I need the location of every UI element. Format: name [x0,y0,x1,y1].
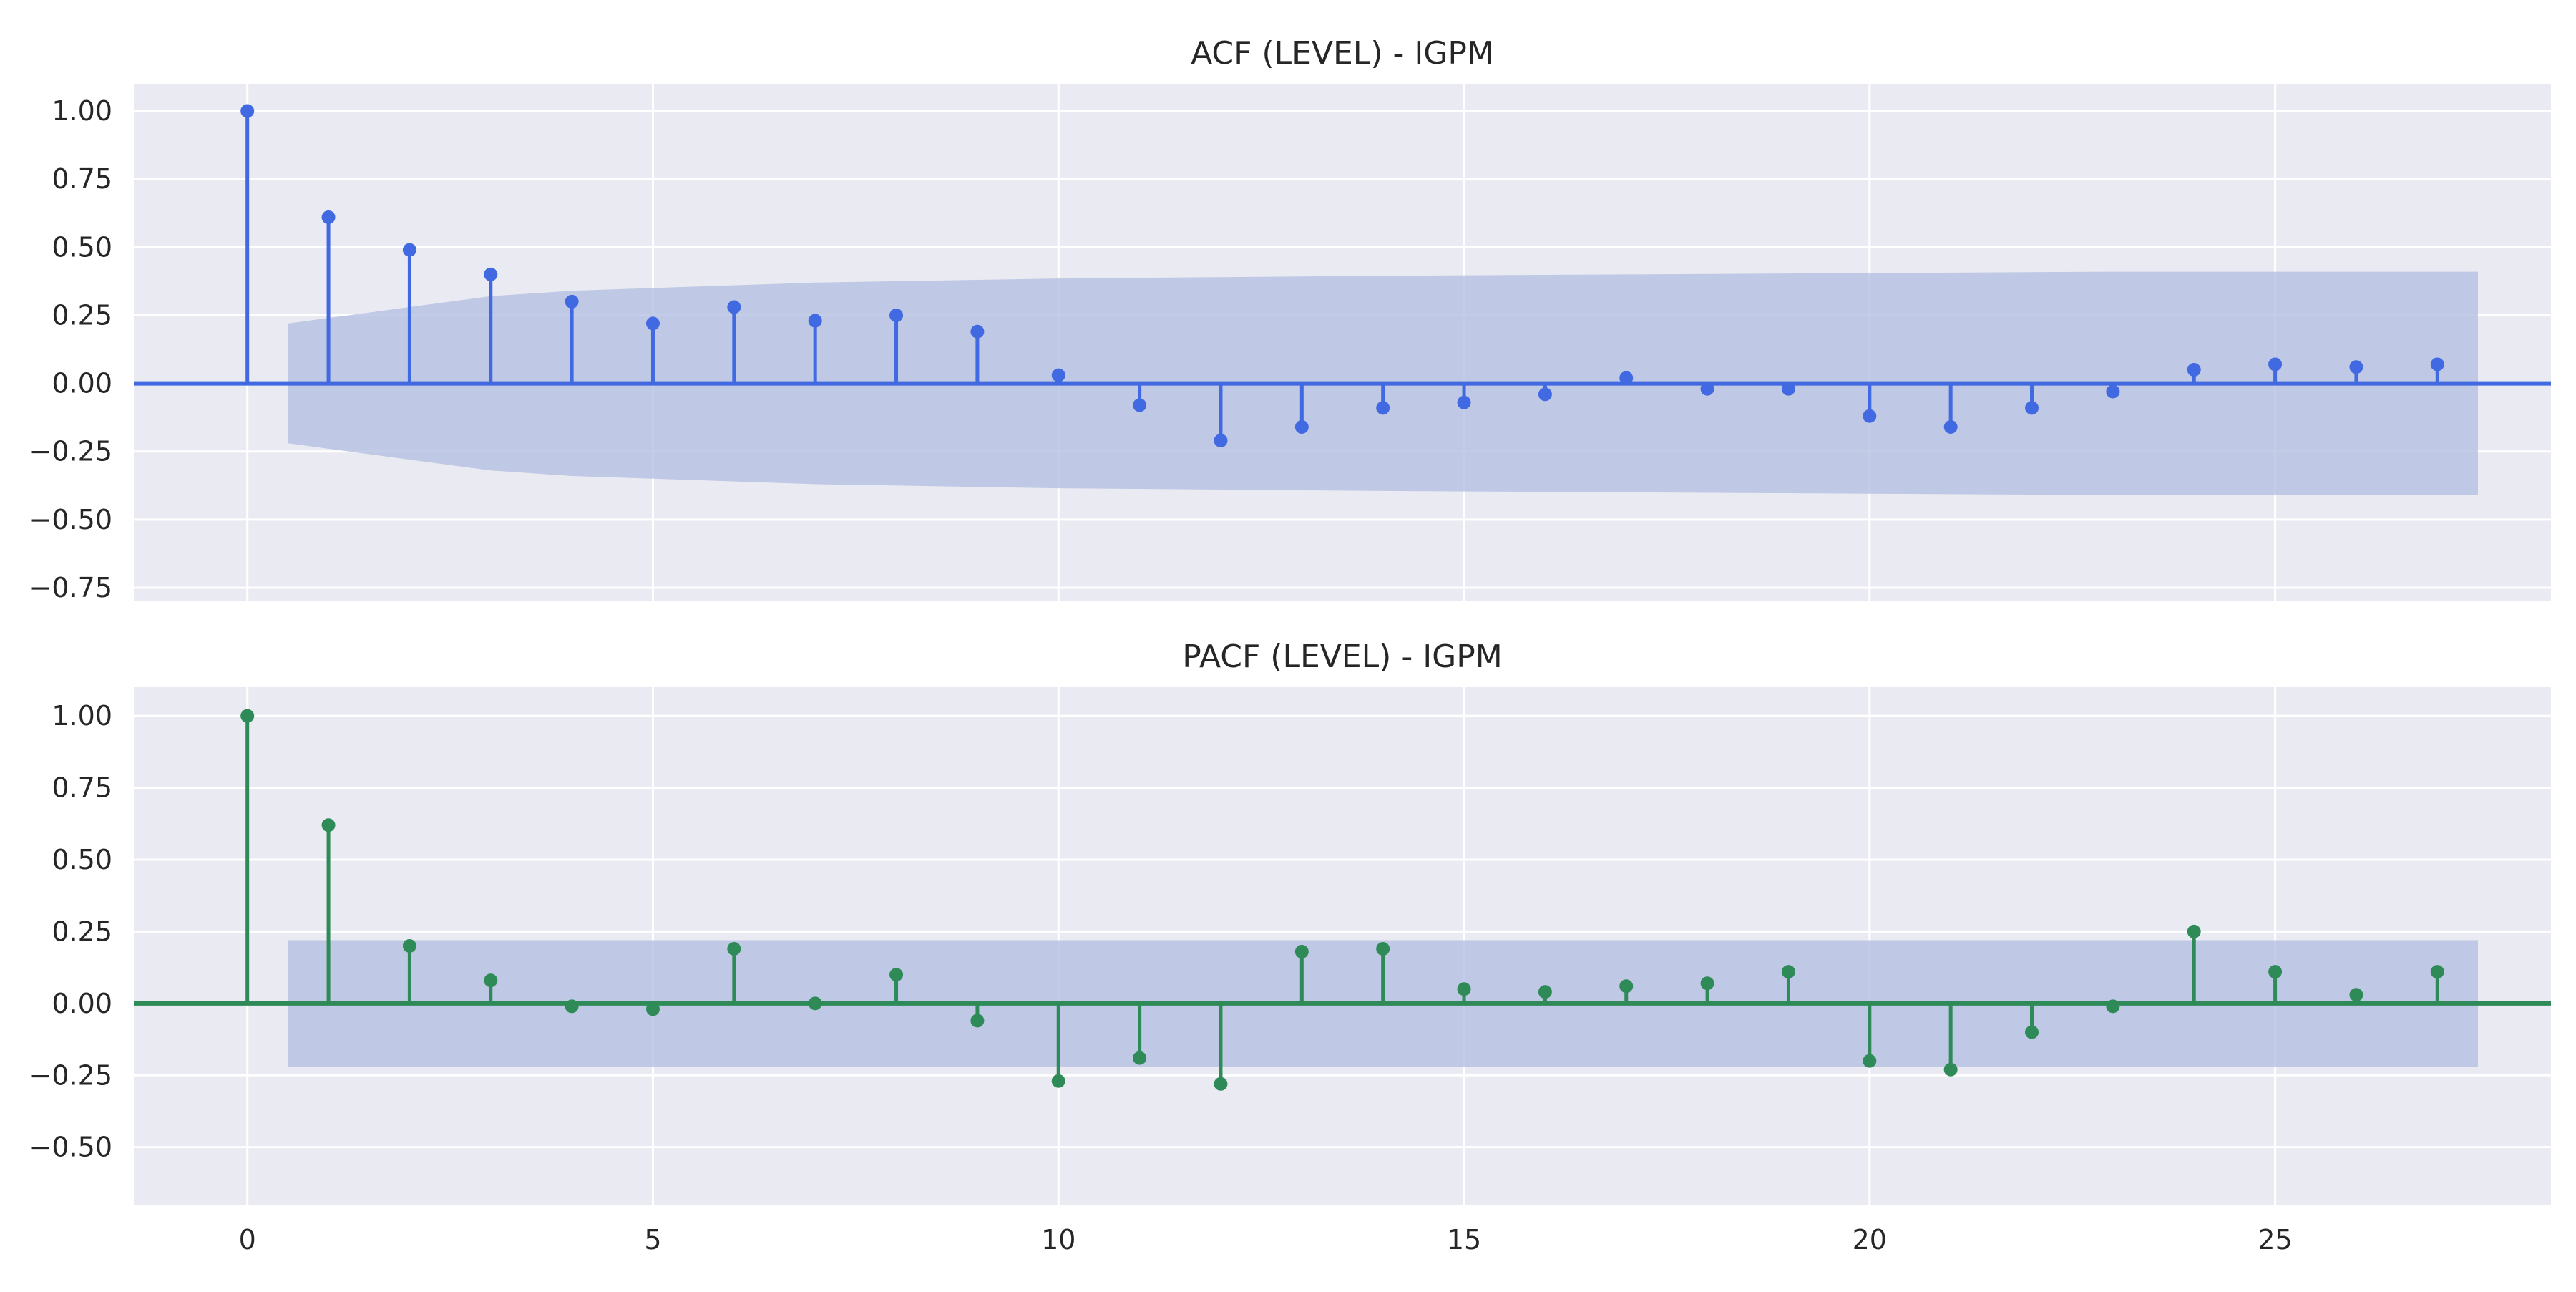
marker-lag-8 [889,308,904,322]
marker-lag-9 [970,324,985,339]
ytick-label: 0.75 [52,772,112,804]
ytick-label: 0.25 [52,915,112,947]
marker-lag-14 [1376,942,1390,956]
marker-lag-1 [321,818,336,832]
marker-lag-0 [240,709,255,723]
marker-lag-20 [1863,409,1877,423]
marker-lag-4 [565,999,579,1014]
marker-lag-13 [1294,945,1309,959]
marker-lag-11 [1133,1051,1147,1065]
xtick-label: 20 [1853,1224,1887,1255]
ytick-label: 0.00 [52,368,112,399]
marker-lag-6 [727,942,741,956]
marker-lag-22 [2025,401,2039,415]
marker-lag-23 [2106,999,2120,1014]
marker-lag-21 [1943,419,1958,434]
marker-lag-17 [1619,371,1634,385]
ytick-label: −0.75 [29,572,112,603]
marker-lag-7 [808,314,822,328]
marker-lag-15 [1457,395,1471,409]
ytick-label: 0.75 [52,163,112,195]
marker-lag-11 [1133,398,1147,412]
xtick-label: 15 [1447,1224,1481,1255]
marker-lag-1 [321,210,336,224]
panel-pacf: −0.50 −0.25 0.00 0.25 0.50 0.75 1.00 0 5 10 15 20 25… [29,638,2551,1255]
ytick-label: −0.50 [29,504,112,535]
marker-lag-4 [565,294,579,309]
marker-lag-17 [1619,979,1634,994]
marker-lag-6 [727,300,741,314]
panel-acf: −0.75 −0.50 −0.25 0.00 0.25 0.50 0.75 1.00 ACF (… [29,35,2551,603]
xtick-label: 5 [644,1224,661,1255]
ytick-label: −0.50 [29,1132,112,1163]
marker-lag-22 [2025,1025,2039,1039]
xtick-label: 10 [1041,1224,1075,1255]
marker-lag-15 [1457,982,1471,996]
marker-lag-26 [2349,988,2363,1002]
marker-lag-5 [645,316,660,331]
ytick-label: −0.25 [29,436,112,467]
ytick-label: 1.00 [52,700,112,732]
marker-lag-21 [1943,1062,1958,1077]
marker-lag-2 [402,939,416,953]
marker-lag-12 [1214,433,1228,447]
ytick-label: 1.00 [52,95,112,127]
marker-lag-7 [808,996,822,1011]
marker-lag-24 [2187,363,2201,377]
marker-lag-24 [2187,924,2201,938]
ytick-label: 0.50 [52,844,112,875]
marker-lag-14 [1376,401,1390,415]
marker-lag-10 [1051,368,1065,382]
marker-lag-13 [1294,419,1309,434]
marker-lag-10 [1051,1074,1065,1088]
chart-title: ACF (LEVEL) - IGPM [1191,35,1494,72]
marker-lag-5 [645,1002,660,1016]
marker-lag-3 [484,973,498,988]
marker-lag-26 [2349,360,2363,374]
ytick-label: 0.25 [52,299,112,331]
ytick-label: 0.50 [52,231,112,263]
marker-lag-16 [1538,985,1552,999]
marker-lag-19 [1781,965,1795,979]
marker-lag-18 [1700,382,1714,396]
marker-lag-20 [1863,1054,1877,1068]
marker-lag-16 [1538,387,1552,402]
xtick-label: 25 [2258,1224,2292,1255]
marker-lag-19 [1781,382,1795,396]
ytick-label: −0.25 [29,1059,112,1091]
marker-lag-9 [970,1014,985,1028]
marker-lag-23 [2106,384,2120,399]
xtick-label: 0 [239,1224,256,1255]
marker-lag-12 [1214,1077,1228,1091]
marker-lag-0 [240,104,255,118]
marker-lag-3 [484,267,498,281]
chart-title: PACF (LEVEL) - IGPM [1182,638,1503,675]
marker-lag-27 [2430,965,2444,979]
marker-lag-8 [889,968,904,982]
marker-lag-18 [1700,976,1714,991]
marker-lag-25 [2268,357,2283,371]
marker-lag-2 [402,243,416,257]
ytick-label: 0.00 [52,988,112,1019]
marker-lag-25 [2268,965,2283,979]
marker-lag-27 [2430,357,2444,371]
